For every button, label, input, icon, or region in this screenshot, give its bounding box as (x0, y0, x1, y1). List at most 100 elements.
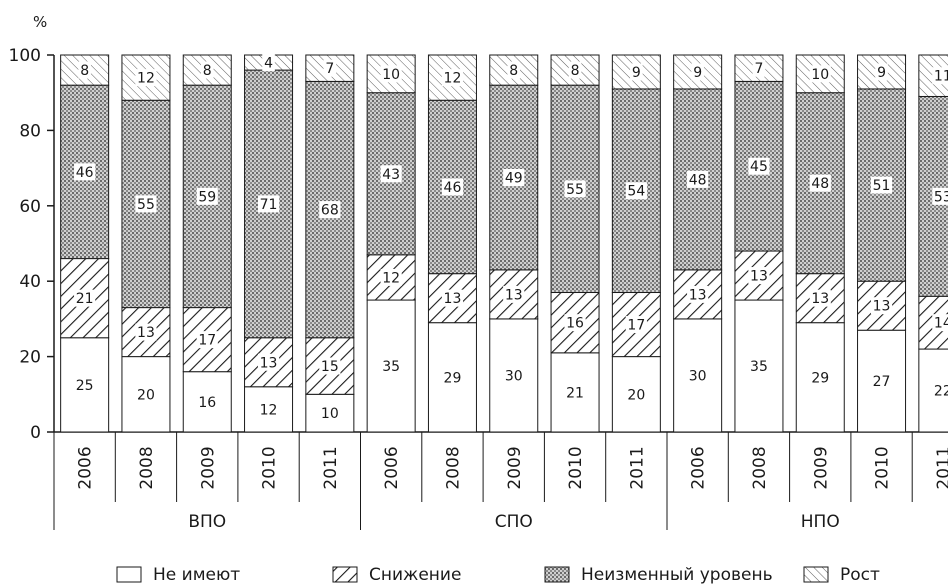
data-label: 13 (505, 287, 523, 303)
y-axis-ticks: 0 20 40 60 80 100 (9, 46, 54, 443)
y-tick-label: 100 (9, 46, 41, 66)
data-label-bg (257, 195, 280, 213)
y-tick-label: 60 (19, 197, 41, 217)
bar-segment (121, 356, 171, 433)
data-label: 13 (873, 299, 891, 315)
data-label: 17 (627, 318, 645, 334)
data-label: 10 (382, 67, 400, 83)
data-label-bg (809, 174, 831, 192)
data-label-bg (196, 187, 218, 205)
group-label: ВПО (188, 512, 226, 532)
data-label: 7 (754, 61, 763, 77)
y-axis-unit-label: % (33, 13, 47, 31)
data-label: 13 (811, 291, 829, 307)
data-label-bg (932, 314, 948, 332)
data-label: 21 (76, 291, 94, 307)
data-label: 22 (934, 384, 948, 400)
data-label: 8 (571, 63, 580, 79)
legend-label: Неизменный уровень (581, 565, 773, 585)
data-label-bg (630, 63, 643, 81)
data-label: 9 (693, 65, 702, 81)
data-label-bg (809, 289, 831, 307)
data-label-bg (932, 67, 948, 85)
data-label-bg (870, 297, 893, 315)
x-axis-labels: 2006 2008 2009 2010 2011 ВПО 2006 2008 2009 2010 2… (53, 432, 948, 532)
data-label: 29 (444, 370, 462, 386)
bar-segment (857, 280, 907, 331)
data-label: 53 (934, 189, 948, 205)
data-label-bg (200, 61, 214, 79)
data-label-bg (625, 182, 647, 200)
data-label: 11 (934, 69, 948, 85)
data-label-bg (257, 353, 280, 371)
data-label-bg (323, 59, 337, 77)
data-label: 30 (505, 368, 523, 384)
bar-segment (182, 371, 232, 433)
x-tick-label: 2009 (811, 446, 831, 489)
bar-segment (673, 318, 723, 433)
data-label: 16 (198, 395, 216, 411)
data-label-bg (135, 195, 157, 213)
data-label: 13 (260, 355, 278, 371)
data-label-bg (74, 289, 96, 307)
data-label: 13 (689, 287, 707, 303)
bar-segment (182, 54, 232, 86)
bars-layer: 2521468201355121617598121371410156873512… (60, 54, 948, 433)
data-label-bg (135, 323, 157, 341)
data-label: 35 (750, 359, 768, 375)
x-tick-label: 2008 (137, 446, 157, 489)
data-label-bg (870, 176, 893, 194)
data-label: 12 (137, 71, 155, 87)
data-label-bg (503, 285, 525, 303)
data-label-bg (319, 201, 341, 219)
data-label-bg (564, 314, 586, 332)
data-label-bg (748, 267, 770, 285)
x-tick-label: 2006 (689, 446, 709, 489)
y-tick-label: 40 (19, 272, 41, 292)
bar-segment (611, 54, 661, 90)
data-label: 4 (264, 56, 273, 72)
bar-segment (305, 393, 355, 433)
data-label: 13 (750, 269, 768, 285)
data-label-bg (568, 61, 582, 79)
data-label: 16 (566, 316, 584, 332)
data-label: 27 (873, 374, 891, 390)
data-label: 68 (321, 203, 339, 219)
data-label: 9 (632, 65, 641, 81)
data-label-bg (74, 163, 96, 181)
y-tick-label: 20 (19, 348, 41, 368)
x-tick-label: 2011 (934, 446, 948, 489)
data-label: 71 (260, 197, 278, 213)
data-label: 10 (811, 67, 829, 83)
legend-label: Не имеют (153, 565, 240, 585)
data-label: 10 (321, 406, 339, 422)
bar-segment (366, 299, 416, 433)
bar-segment (550, 352, 600, 433)
data-label: 49 (505, 171, 523, 187)
data-label-bg (319, 357, 341, 375)
bar-segment (244, 386, 294, 433)
data-label: 43 (382, 167, 400, 183)
data-label: 14 (934, 316, 948, 332)
data-label: 21 (566, 385, 584, 401)
group-label: НПО (801, 512, 840, 532)
data-label: 29 (811, 370, 829, 386)
data-label: 20 (137, 387, 155, 403)
legend-swatch (803, 566, 829, 583)
y-tick-label: 80 (19, 121, 41, 141)
data-label: 9 (877, 65, 886, 81)
bar-segment (795, 322, 845, 433)
x-tick-label: 2010 (566, 446, 586, 489)
data-label-bg (503, 169, 525, 187)
data-label: 59 (198, 189, 216, 205)
data-label-bg (875, 63, 888, 81)
x-tick-label: 2011 (321, 446, 341, 489)
x-tick-label: 2010 (260, 446, 280, 489)
data-label: 55 (566, 182, 584, 198)
data-label: 12 (444, 71, 462, 87)
x-tick-label: 2006 (382, 446, 402, 489)
data-label: 55 (137, 197, 155, 213)
data-label: 20 (627, 387, 645, 403)
data-label: 8 (203, 63, 212, 79)
